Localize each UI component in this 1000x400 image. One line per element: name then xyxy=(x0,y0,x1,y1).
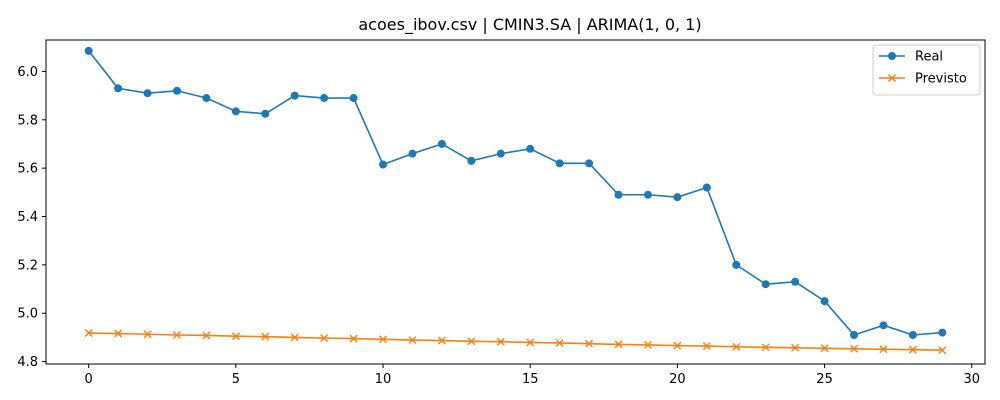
data-point xyxy=(349,334,358,343)
series-previsto xyxy=(84,329,947,355)
data-point xyxy=(643,340,652,349)
legend-label: Previsto xyxy=(915,72,967,87)
data-point xyxy=(820,297,829,306)
data-point xyxy=(320,94,329,103)
data-point xyxy=(908,330,917,339)
data-point xyxy=(643,190,652,199)
data-point xyxy=(143,89,152,98)
data-point xyxy=(908,345,917,354)
data-point xyxy=(379,160,388,169)
y-tick-label: 5.8 xyxy=(17,113,38,128)
data-point xyxy=(437,139,446,148)
x-tick-label: 25 xyxy=(816,372,833,387)
data-point xyxy=(850,330,859,339)
axes: 0 5 10 15 20 25 30 4.8 5.0 5.2 5.4 5.6 5.8 6.0 xyxy=(17,65,980,387)
data-point xyxy=(791,343,800,352)
axes-frame xyxy=(45,39,986,365)
y-tick-label: 6.0 xyxy=(17,65,38,80)
data-point xyxy=(114,84,123,93)
legend-label: Real xyxy=(915,50,943,65)
data-point xyxy=(172,330,181,339)
data-point xyxy=(585,339,594,348)
x-tick-label: 20 xyxy=(669,372,686,387)
y-tick-label: 5.2 xyxy=(17,258,38,273)
data-point xyxy=(938,328,947,337)
data-point xyxy=(526,338,535,347)
data-point xyxy=(467,156,476,165)
x-tick-label: 0 xyxy=(85,372,93,387)
legend-entry-previsto: Previsto xyxy=(879,72,967,87)
data-point xyxy=(879,321,888,330)
series-line-previsto xyxy=(88,332,943,352)
y-tick-label: 5.0 xyxy=(17,307,38,322)
data-point xyxy=(585,159,594,168)
data-point xyxy=(231,107,240,116)
series-real xyxy=(84,46,947,339)
data-point xyxy=(614,190,623,199)
data-point xyxy=(408,149,417,158)
legend-marker xyxy=(888,52,896,60)
data-point xyxy=(526,144,535,153)
series-line-real xyxy=(88,50,943,336)
y-tick-label: 5.6 xyxy=(17,162,38,177)
data-point xyxy=(172,86,181,95)
data-point xyxy=(202,94,211,103)
data-point xyxy=(290,333,299,342)
data-point xyxy=(143,330,152,339)
data-point xyxy=(202,331,211,340)
data-point xyxy=(349,94,358,103)
data-point xyxy=(320,334,329,343)
data-point xyxy=(555,338,564,347)
data-point xyxy=(555,159,564,168)
chart-title: acoes_ibov.csv | CMIN3.SA | ARIMA(1, 0, … xyxy=(358,15,701,35)
data-point xyxy=(84,46,93,55)
data-point xyxy=(938,346,947,355)
data-point xyxy=(732,342,741,351)
data-point xyxy=(702,183,711,192)
data-point xyxy=(673,193,682,202)
data-point xyxy=(290,91,299,100)
plot-area xyxy=(84,46,947,355)
data-point xyxy=(850,344,859,353)
y-tick-label: 4.8 xyxy=(17,355,38,370)
x-tick-label: 10 xyxy=(375,372,392,387)
y-tick-label: 5.4 xyxy=(17,210,38,225)
x-tick-label: 5 xyxy=(232,372,240,387)
data-point xyxy=(879,345,888,354)
data-point xyxy=(261,109,270,118)
data-point xyxy=(496,149,505,158)
data-point xyxy=(231,332,240,341)
x-tick-label: 15 xyxy=(522,372,539,387)
data-point xyxy=(791,277,800,286)
data-point xyxy=(673,341,682,350)
data-point xyxy=(496,337,505,346)
data-point xyxy=(732,260,741,269)
data-point xyxy=(84,329,93,338)
data-point xyxy=(261,332,270,341)
data-point xyxy=(702,342,711,351)
legend-box xyxy=(872,44,981,96)
legend-entry-real: Real xyxy=(879,50,943,65)
data-point xyxy=(437,336,446,345)
data-point xyxy=(761,280,770,289)
legend: Real Previsto xyxy=(872,44,981,96)
data-point xyxy=(467,337,476,346)
data-point xyxy=(820,344,829,353)
data-point xyxy=(408,336,417,345)
data-point xyxy=(761,343,770,352)
data-point xyxy=(614,340,623,349)
data-point xyxy=(379,335,388,344)
data-point xyxy=(114,329,123,338)
x-tick-label: 30 xyxy=(963,372,980,387)
